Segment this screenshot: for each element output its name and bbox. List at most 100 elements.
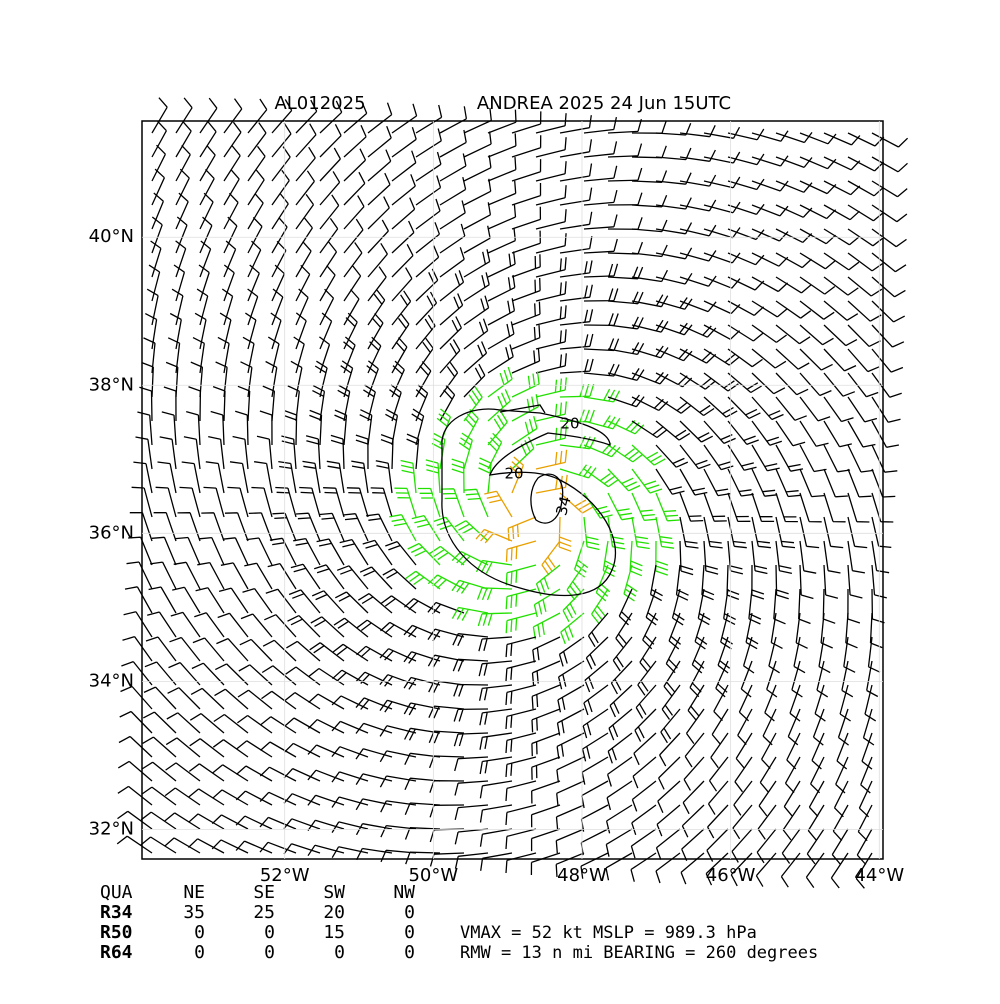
- wind-barb: [367, 313, 384, 350]
- wind-barb: [367, 242, 388, 278]
- wind-barb: [380, 621, 417, 638]
- wind-barb: [823, 540, 841, 574]
- wind-barb: [133, 461, 153, 494]
- wind-barb: [151, 216, 163, 254]
- wind-barb: [530, 852, 561, 876]
- wind-barb: [679, 444, 711, 470]
- wind-barb: [847, 204, 884, 222]
- wind-barb: [631, 420, 668, 439]
- wind-barb: [727, 516, 747, 549]
- wind-barb: [655, 420, 691, 441]
- wind-barb: [655, 222, 693, 235]
- wind-barb: [219, 312, 232, 350]
- wind-barb: [221, 288, 234, 326]
- wind-barb: [631, 371, 669, 385]
- wind-barb: [727, 468, 754, 497]
- wind-barb: [223, 192, 239, 230]
- wind-barb: [330, 434, 345, 470]
- wind-barb: [151, 168, 165, 206]
- wind-barb: [679, 224, 717, 237]
- wind-barb: [307, 794, 345, 806]
- wind-barb: [479, 708, 513, 726]
- wind-barb: [775, 156, 813, 169]
- table-cell: 0: [264, 922, 275, 943]
- wind-barb: [405, 851, 441, 865]
- wind-barb: [612, 636, 633, 672]
- wind-barb: [751, 180, 789, 192]
- wind-barb: [583, 214, 618, 230]
- wind-barb: [864, 684, 877, 722]
- wind-barb: [507, 516, 537, 541]
- wind-barb: [323, 487, 345, 518]
- wind-barb: [333, 617, 369, 638]
- wind-barb: [259, 410, 273, 446]
- wind-barb: [511, 348, 541, 374]
- wind-barb: [307, 819, 345, 831]
- wind-barb: [175, 144, 191, 182]
- wind-barb: [403, 702, 441, 716]
- wind-barb: [199, 192, 214, 230]
- wind-barb: [727, 420, 759, 446]
- wind-barb: [585, 636, 609, 670]
- y-tick-label: 40°N: [89, 226, 134, 247]
- wind-barb: [246, 537, 273, 566]
- wind-barb: [337, 384, 351, 422]
- wind-barb: [427, 574, 465, 590]
- wind-barb: [559, 211, 593, 230]
- wind-barb: [411, 514, 441, 542]
- wind-barb: [247, 216, 263, 254]
- wind-barb: [799, 348, 833, 371]
- wind-barb: [487, 180, 517, 206]
- wind-barb: [535, 161, 567, 182]
- wind-barb: [505, 612, 537, 634]
- wind-barb: [663, 660, 681, 697]
- wind-barb: [307, 744, 345, 758]
- wind-barb: [535, 353, 567, 374]
- wind-barb: [342, 513, 369, 542]
- wind-barb: [871, 156, 908, 173]
- wind-barb: [415, 198, 441, 230]
- wind-barb: [511, 135, 542, 158]
- wind-barb: [631, 294, 669, 308]
- wind-barb: [559, 163, 593, 182]
- wind-barb: [170, 611, 201, 638]
- wind-barb: [477, 612, 513, 627]
- wind-barb: [254, 461, 273, 494]
- wind-barb: [415, 104, 443, 134]
- x-tick-label: 50°W: [408, 865, 458, 886]
- y-tick-label: 36°N: [89, 522, 134, 543]
- wind-barb: [331, 771, 369, 783]
- wind-barb: [687, 684, 705, 721]
- wind-barb: [633, 732, 657, 766]
- wind-barb: [259, 791, 297, 806]
- wind-barb: [192, 637, 225, 662]
- wind-barb: [366, 360, 379, 398]
- wind-barb: [655, 396, 692, 414]
- wind-barb: [118, 735, 153, 758]
- wind-barb: [583, 442, 621, 458]
- wind-barb: [415, 314, 436, 350]
- wind-barb: [362, 539, 393, 566]
- wind-barb: [505, 540, 537, 562]
- wind-barb: [745, 612, 759, 650]
- wind-barb: [319, 124, 342, 158]
- wind-barb: [631, 492, 657, 522]
- wind-barb: [606, 780, 633, 811]
- wind-barb: [478, 457, 492, 494]
- wind-barb: [751, 420, 783, 446]
- wind-barb: [143, 711, 177, 734]
- wind-barb: [343, 124, 367, 158]
- wind-barb: [248, 512, 273, 542]
- wind-barb: [751, 516, 771, 549]
- wind-barb: [487, 344, 514, 374]
- wind-barb: [379, 775, 417, 788]
- wind-barb: [505, 708, 537, 730]
- wind-barb: [415, 175, 442, 206]
- wind-barb: [319, 241, 338, 278]
- wind-barb: [247, 145, 266, 182]
- wind-barb: [463, 155, 492, 182]
- wind-barb: [703, 516, 723, 549]
- map-frame: [141, 120, 884, 860]
- wind-barb: [411, 408, 425, 446]
- wind-barb: [223, 216, 238, 254]
